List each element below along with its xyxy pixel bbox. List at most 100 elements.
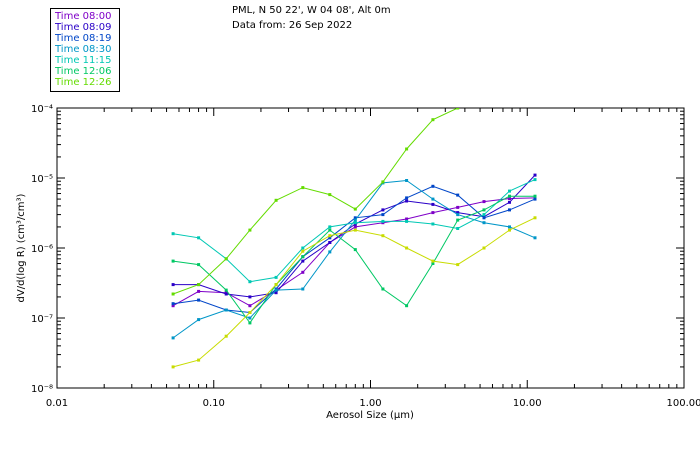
data-point — [381, 219, 385, 223]
series-group — [171, 178, 537, 284]
x-tick-label: 100.00 — [667, 398, 700, 409]
data-point — [328, 228, 332, 232]
data-point — [353, 216, 357, 220]
data-point — [508, 200, 511, 204]
data-point — [405, 196, 409, 200]
series-line — [172, 108, 458, 295]
data-point — [381, 180, 385, 184]
data-point — [508, 225, 511, 229]
data-point — [533, 197, 537, 201]
data-point — [431, 118, 435, 122]
legend-item: Time 12:26 — [55, 77, 112, 88]
data-point — [171, 232, 175, 236]
data-point — [533, 236, 537, 240]
data-point — [328, 234, 332, 238]
data-point — [381, 234, 385, 238]
data-point — [405, 304, 409, 308]
data-point — [431, 184, 435, 188]
data-point — [328, 241, 332, 244]
data-point — [197, 236, 201, 240]
data-point — [274, 275, 278, 279]
data-point — [381, 208, 385, 212]
data-point — [301, 255, 305, 259]
data-point — [248, 316, 252, 320]
data-point — [456, 227, 460, 230]
data-point — [353, 228, 357, 232]
data-point — [328, 193, 332, 197]
data-point — [533, 173, 537, 177]
data-point — [508, 194, 511, 198]
data-point — [431, 211, 435, 215]
data-point — [456, 263, 460, 267]
data-point — [197, 318, 201, 322]
data-point — [456, 211, 460, 215]
data-point — [353, 221, 357, 225]
data-point — [171, 304, 175, 308]
data-point — [381, 287, 385, 291]
legend-item: Time 08:19 — [55, 33, 112, 44]
x-tick-label: 0.10 — [203, 398, 225, 409]
data-point — [248, 295, 252, 299]
data-point — [301, 186, 305, 190]
data-point — [431, 222, 435, 226]
y-axis-label: dV/d(log R) (cm³/cm³) — [16, 193, 27, 302]
data-point — [224, 257, 228, 261]
data-point — [405, 179, 409, 182]
data-point — [301, 287, 305, 291]
legend-item: Time 08:09 — [55, 22, 112, 33]
data-point — [405, 147, 409, 151]
data-point — [508, 228, 511, 232]
site-location-text: PML, N 50 22', W 04 08', Alt 0m — [232, 5, 391, 16]
data-point — [248, 321, 252, 325]
data-point — [533, 216, 537, 220]
series-line — [173, 174, 536, 298]
y-tick-label: 10⁻⁴ — [31, 104, 53, 115]
y-tick-label: 10⁻⁵ — [31, 174, 53, 185]
data-point — [353, 225, 357, 229]
data-point — [508, 189, 511, 193]
data-point — [482, 200, 486, 204]
x-tick-label: 10.00 — [513, 398, 542, 409]
data-point — [456, 218, 460, 222]
data-point — [456, 193, 460, 197]
data-point — [171, 336, 175, 340]
data-point — [431, 197, 435, 201]
data-point — [301, 249, 305, 253]
data-point — [197, 289, 201, 293]
data-point — [197, 298, 201, 302]
legend-item: Time 12:06 — [55, 66, 112, 77]
data-point — [171, 259, 175, 263]
data-point — [456, 205, 460, 209]
data-point — [274, 198, 278, 202]
series-group — [171, 216, 537, 369]
data-point — [533, 178, 537, 182]
data-point — [197, 263, 201, 267]
data-point — [248, 304, 252, 308]
data-point — [482, 213, 486, 217]
axes: 0.01 0.10 1.00 10.00 100.00 10⁻⁸ 10⁻⁷ 10⁻⁶ 10⁻⁵ 1… — [31, 104, 700, 409]
data-point — [274, 291, 278, 295]
y-tick-label: 10⁻⁸ — [31, 384, 53, 395]
series-group — [171, 194, 537, 325]
data-point — [405, 246, 409, 250]
data-point — [533, 194, 537, 198]
data-point — [301, 246, 305, 250]
data-point — [328, 236, 332, 240]
series-group — [171, 179, 537, 340]
data-point — [482, 246, 486, 250]
series-layer — [171, 108, 537, 369]
data-point — [301, 270, 305, 274]
y-tick-label: 10⁻⁷ — [31, 314, 53, 325]
data-point — [456, 108, 460, 110]
data-point — [431, 262, 435, 265]
data-point — [274, 283, 278, 287]
x-tick-label: 0.01 — [46, 398, 68, 409]
data-point — [301, 259, 305, 263]
data-point — [248, 311, 252, 314]
data-point — [328, 225, 332, 229]
series-group — [171, 184, 537, 314]
data-point — [405, 217, 409, 221]
data-point — [224, 288, 228, 292]
legend-item: Time 08:00 — [55, 11, 112, 22]
